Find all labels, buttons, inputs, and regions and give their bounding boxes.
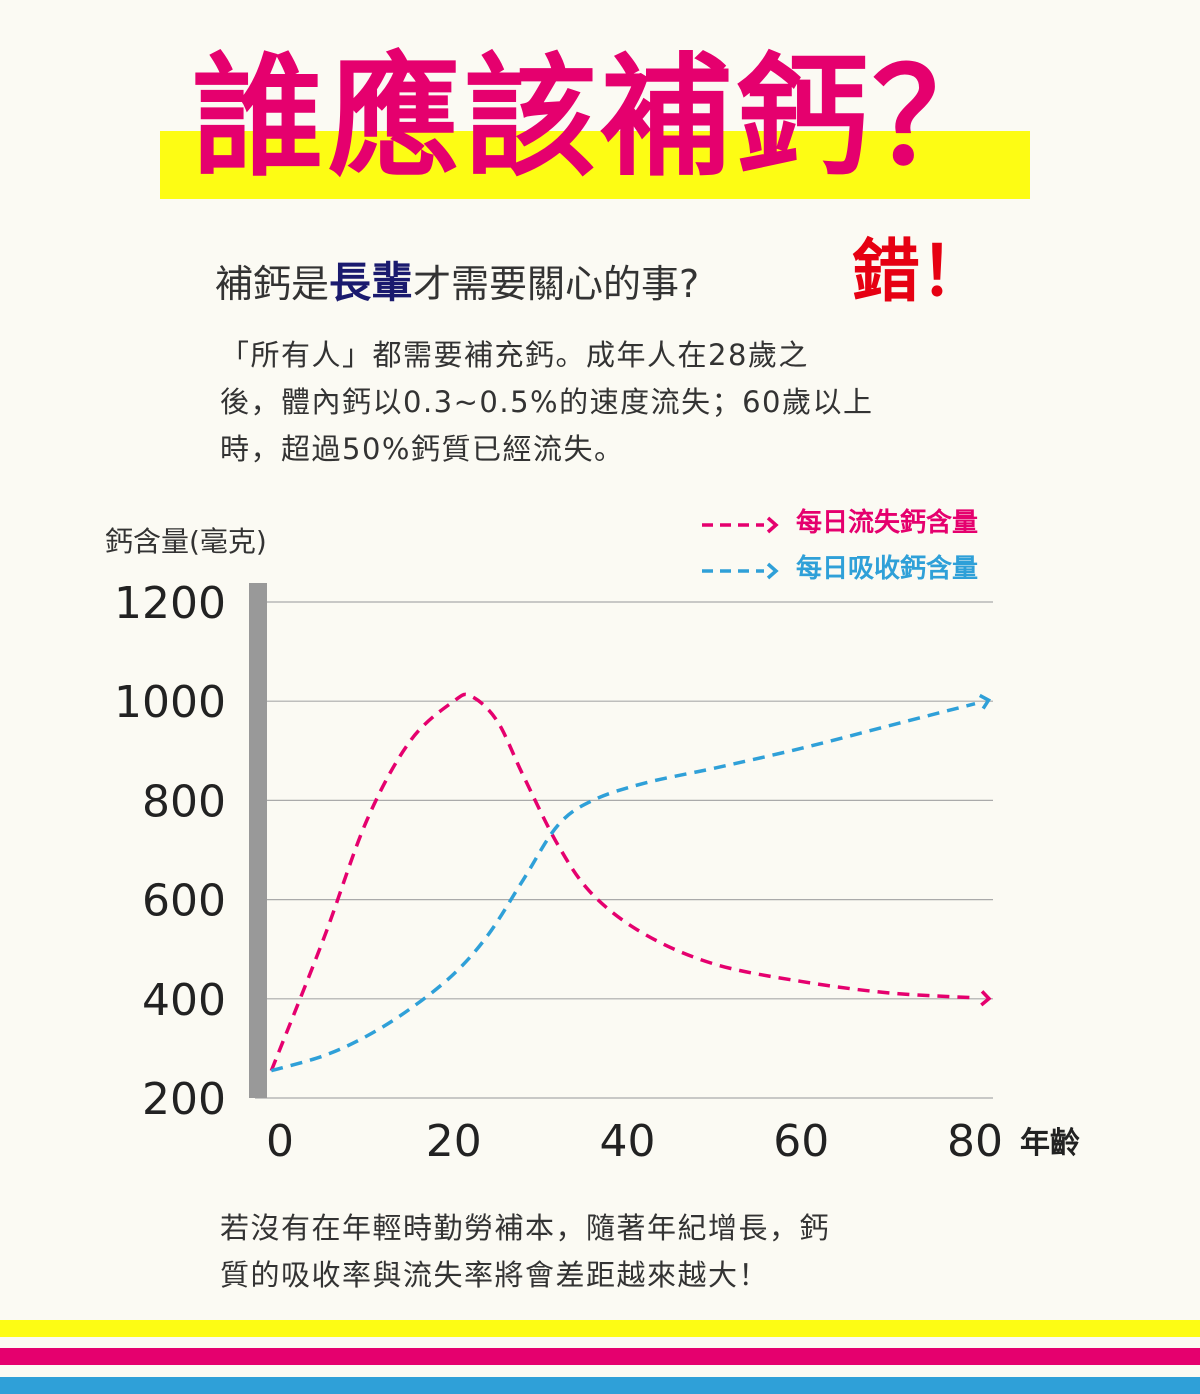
wrong-label: 錯！: [852, 233, 989, 312]
y-tick-label: 400: [142, 975, 226, 1026]
calcium-chart: 1200 1000 800 600 400 200 0 20 40 60 80 年齡: [114, 578, 1080, 1167]
legend-item-loss: 每日流失鈣含量: [700, 502, 1020, 548]
chart-legend: 每日流失鈣含量 每日吸收鈣含量: [700, 502, 1020, 594]
conclusion-line: 質的吸收率與流失率將會差距越來越大！: [220, 1258, 770, 1292]
series-arrowhead-absorb: [978, 693, 992, 710]
legend-swatch-loss: [702, 516, 779, 534]
intro-line: 後，體內鈣以0.3~0.5%的速度流失；60歲以上: [220, 385, 874, 419]
y-tick-label: 1200: [114, 578, 226, 629]
intro-paragraph: 「所有人」都需要補充鈣。成年人在28歲之 後，體內鈣以0.3~0.5%的速度流失…: [220, 332, 990, 473]
page-title: 誰應該補鈣？: [192, 40, 1008, 195]
intro-line: 「所有人」都需要補充鈣。成年人在28歲之: [220, 338, 809, 372]
y-tick-label: 600: [142, 876, 226, 927]
x-tick-label: 80: [947, 1116, 1003, 1167]
legend-swatch-absorb: [702, 562, 779, 580]
x-axis-label: 年齡: [1020, 1126, 1080, 1161]
chart-y-axis-label: 鈣含量(毫克): [105, 525, 267, 558]
subtitle-prefix: 補鈣是: [215, 262, 330, 306]
conclusion-line: 若沒有在年輕時勤勞補本，隨著年紀增長，鈣: [220, 1211, 831, 1245]
y-axis-bar: [249, 583, 267, 1098]
legend-label-loss: 每日流失鈣含量: [796, 508, 979, 538]
intro-line: 時，超過50%鈣質已經流失。: [220, 432, 625, 466]
y-tick-label: 1000: [114, 677, 226, 728]
x-tick-label: 20: [426, 1116, 482, 1167]
x-tick-label: 60: [773, 1116, 829, 1167]
x-tick-label: 40: [600, 1116, 656, 1167]
subtitle: 補鈣是長輩才需要關心的事? 錯！: [215, 233, 988, 312]
footer-stripe-yellow: [0, 1320, 1200, 1337]
legend-label-absorb: 每日吸收鈣含量: [796, 554, 979, 584]
series-line-loss: [269, 692, 976, 1072]
footer-stripe-pink: [0, 1348, 1200, 1365]
x-tick-label: 0: [266, 1116, 294, 1167]
legend-item-absorb: 每日吸收鈣含量: [700, 548, 1020, 594]
subtitle-suffix: 才需要關心的事?: [413, 262, 700, 306]
footer-stripe-blue: [0, 1377, 1200, 1394]
subtitle-accent: 長輩: [329, 258, 414, 307]
y-tick-label: 800: [142, 776, 226, 827]
series-arrowhead-loss: [980, 990, 992, 1007]
title-highlight-band: [160, 131, 1030, 199]
series-line-absorb: [270, 701, 976, 1073]
conclusion-paragraph: 若沒有在年輕時勤勞補本，隨著年紀增長，鈣 質的吸收率與流失率將會差距越來越大！: [220, 1205, 830, 1299]
y-tick-label: 200: [142, 1074, 226, 1125]
